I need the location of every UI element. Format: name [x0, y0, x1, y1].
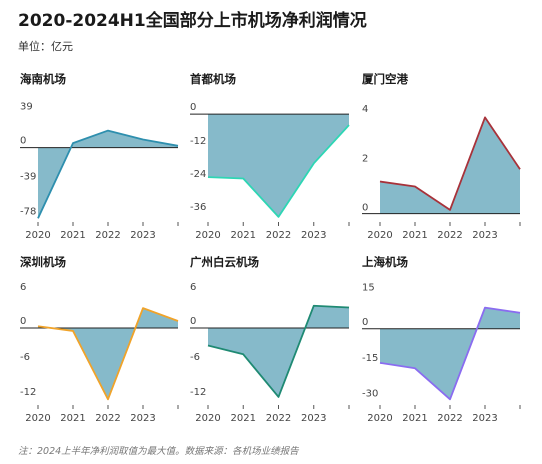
y-tick-label: -36 [190, 202, 206, 213]
panel-title: 厦门空港 [362, 72, 408, 86]
x-tick-label: 2022 [95, 413, 120, 424]
y-tick-label: 4 [362, 104, 368, 115]
y-tick-label: -15 [362, 353, 378, 364]
area-fill [38, 308, 178, 400]
panel-title: 深圳机场 [20, 255, 66, 269]
y-tick-label: 0 [190, 102, 196, 113]
area-fill [380, 117, 520, 214]
y-tick-label: -30 [362, 388, 378, 399]
y-tick-label: -78 [20, 206, 36, 217]
y-tick-label: 0 [362, 203, 368, 214]
x-tick-label: 2021 [60, 230, 85, 241]
panel-1: 海南机场 39 0 -39 -78 2020 2021 2022 2023 [20, 72, 179, 241]
panel-6: 上海机场 15 0 -15 -30 2020 2021 2022 2023 [362, 255, 521, 424]
x-tick-label: 2023 [130, 230, 155, 241]
x-tick-label: 2020 [195, 230, 220, 241]
y-tick-label: 0 [20, 136, 26, 147]
panel-4: 深圳机场 6 0 -6 -12 2020 2021 2022 2023 [20, 255, 179, 424]
x-tick-label: 2023 [301, 230, 326, 241]
x-tick-label: 2021 [231, 413, 256, 424]
y-tick-label: -24 [190, 169, 206, 180]
x-tick-label: 2022 [266, 413, 291, 424]
page-title: 2020-2024H1全国部分上市机场净利润情况 [18, 11, 367, 31]
x-tick-label: 2023 [472, 230, 497, 241]
x-tick-label: 2023 [301, 413, 326, 424]
area-fill [208, 114, 349, 217]
panel-5: 广州白云机场 6 0 -6 -12 2020 2021 2022 2023 [190, 255, 350, 424]
x-tick-label: 2020 [25, 413, 50, 424]
area-fill [208, 305, 349, 397]
panel-title: 广州白云机场 [190, 255, 259, 269]
x-tick-label: 2023 [130, 413, 155, 424]
x-tick-label: 2021 [231, 230, 256, 241]
x-tick-label: 2021 [402, 413, 427, 424]
x-tick-label: 2021 [402, 230, 427, 241]
y-tick-label: 2 [362, 153, 368, 164]
y-tick-label: -12 [20, 387, 36, 398]
y-tick-label: 39 [20, 102, 33, 113]
y-tick-label: 6 [20, 282, 26, 293]
unit-label: 单位：亿元 [18, 40, 73, 53]
y-tick-label: 0 [20, 316, 26, 327]
y-tick-label: 0 [190, 316, 196, 327]
panel-2: 首都机场 0 -12 -24 -36 2020 2021 2022 2023 [190, 72, 350, 241]
y-tick-label: -12 [190, 136, 206, 147]
y-tick-label: -39 [20, 172, 36, 183]
y-tick-label: -6 [190, 352, 200, 363]
panel-title: 首都机场 [190, 72, 236, 86]
panel-title: 海南机场 [20, 72, 66, 86]
y-tick-label: 6 [190, 282, 196, 293]
x-tick-label: 2022 [95, 230, 120, 241]
y-tick-label: 0 [362, 317, 368, 328]
x-tick-label: 2020 [195, 413, 220, 424]
x-tick-label: 2020 [367, 230, 392, 241]
panel-title: 上海机场 [362, 255, 408, 269]
x-tick-label: 2022 [266, 230, 291, 241]
y-tick-label: -12 [190, 387, 206, 398]
x-tick-label: 2023 [472, 413, 497, 424]
y-tick-label: 15 [362, 283, 375, 294]
x-tick-label: 2022 [437, 413, 462, 424]
area-fill [380, 307, 520, 400]
x-tick-label: 2020 [25, 230, 50, 241]
x-tick-label: 2021 [60, 413, 85, 424]
y-tick-label: -6 [20, 352, 30, 363]
footnote: 注：2024上半年净利润取值为最大值。数据来源：各机场业绩报告 [18, 446, 299, 457]
x-tick-label: 2020 [367, 413, 392, 424]
x-tick-label: 2022 [437, 230, 462, 241]
